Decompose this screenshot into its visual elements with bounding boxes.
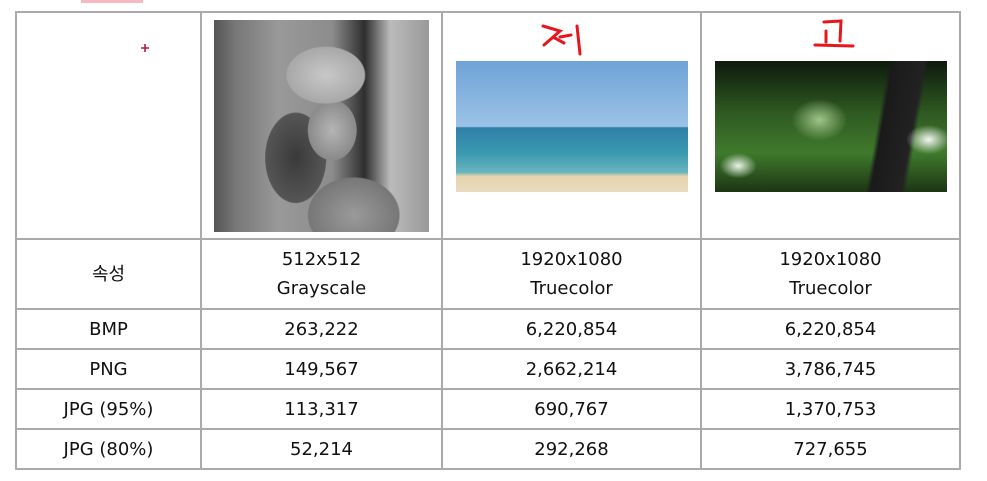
row-label: 속성 (15, 238, 202, 310)
table-cell: 292,268 (441, 428, 702, 470)
table-cell: 1,370,753 (700, 388, 961, 430)
table-cell: 6,220,854 (700, 308, 961, 350)
row-label: JPG (95%) (15, 388, 202, 430)
table-cell: 512x512 Grayscale (200, 238, 443, 310)
table-cell: 6,220,854 (441, 308, 702, 350)
table-row: 속성 512x512 Grayscale 1920x1080 Truecolor 1… (15, 238, 961, 310)
table-row: PNG 149,567 2,662,214 3,786,745 (15, 348, 961, 390)
table-cell: 113,317 (200, 388, 443, 430)
table-cell: 52,214 (200, 428, 443, 470)
lena-grayscale-image (214, 20, 429, 232)
table-cell: 690,767 (441, 388, 702, 430)
row-label: PNG (15, 348, 202, 390)
table-cell: 1920x1080 Truecolor (441, 238, 702, 310)
table-row: JPG (95%) 113,317 690,767 1,370,753 (15, 388, 961, 430)
forest-image (714, 61, 947, 192)
handwritten-annotation-go (813, 19, 855, 48)
pink-highlight-bar (81, 0, 143, 3)
table-cell: 149,567 (200, 348, 443, 390)
table-row-images (15, 11, 961, 240)
handwritten-annotation-jeo (541, 24, 582, 56)
beach-image (455, 61, 688, 192)
image-format-size-table: 속성 512x512 Grayscale 1920x1080 Truecolor 1… (15, 11, 961, 470)
row-label: JPG (80%) (15, 428, 202, 470)
table-cell: 2,662,214 (441, 348, 702, 390)
empty-header-cell (15, 11, 202, 240)
table-cell: 727,655 (700, 428, 961, 470)
table-row: BMP 263,222 6,220,854 6,220,854 (15, 308, 961, 350)
table-cell: 263,222 (200, 308, 443, 350)
table-row: JPG (80%) 52,214 292,268 727,655 (15, 428, 961, 470)
table-cell: 3,786,745 (700, 348, 961, 390)
row-label: BMP (15, 308, 202, 350)
table-cell: 1920x1080 Truecolor (700, 238, 961, 310)
